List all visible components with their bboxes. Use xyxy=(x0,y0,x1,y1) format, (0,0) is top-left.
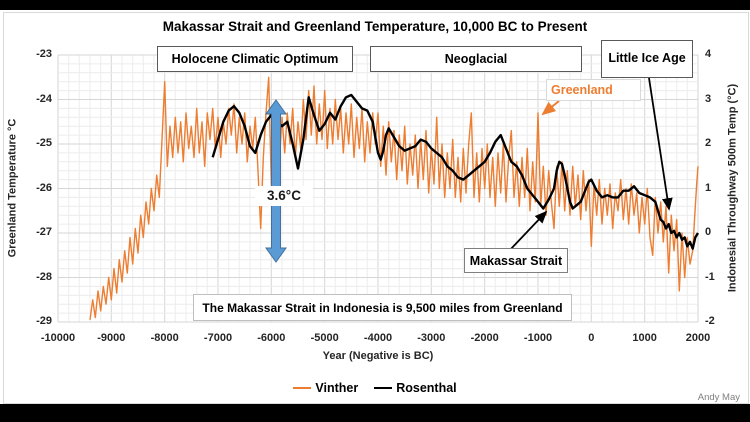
legend-item-vinther: Vinther xyxy=(293,381,358,395)
greenland-series-label: Greenland xyxy=(546,79,641,101)
x-axis-title: Year (Negative is BC) xyxy=(322,350,434,362)
legend: Vinther Rosenthal xyxy=(0,381,750,395)
chart-frame xyxy=(3,12,749,404)
y-tick-label-left: -28 xyxy=(36,270,52,283)
x-tick-label: -6000 xyxy=(257,332,286,344)
vinther-line-swatch xyxy=(293,387,312,389)
makassar-strait-label: Makassar Strait xyxy=(464,248,568,273)
y-tick-label-left: -26 xyxy=(36,181,52,194)
y-tick-label-right: -1 xyxy=(705,270,715,283)
x-tick-label: -2000 xyxy=(470,332,499,344)
y-tick-label-left: -29 xyxy=(36,315,52,327)
author-credit: Andy May xyxy=(697,392,740,403)
x-tick-label: 0 xyxy=(588,332,595,344)
x-tick-label: -9000 xyxy=(97,332,126,344)
y-tick-label-right: -2 xyxy=(705,315,715,327)
holocene-climatic-optimum-label: Holocene Climatic Optimum xyxy=(157,46,353,72)
greenland-series-label-text: Greenland xyxy=(551,83,613,97)
x-tick-label: -5000 xyxy=(310,332,339,344)
x-tick-label: -7000 xyxy=(203,332,233,344)
x-tick-label: 2000 xyxy=(685,332,711,344)
y-tick-label-left: -24 xyxy=(36,92,52,105)
x-tick-label: -1000 xyxy=(523,332,553,344)
x-tick-label: -4000 xyxy=(363,332,393,344)
y-tick-label-right: 1 xyxy=(705,181,712,194)
chart-title: Makassar Strait and Greenland Temperatur… xyxy=(162,19,588,34)
neoglacial-label: Neoglacial xyxy=(370,46,582,72)
rosenthal-legend-label: Rosenthal xyxy=(396,381,457,395)
legend-item-rosenthal: Rosenthal xyxy=(374,381,457,395)
y-tick-label-right: 3 xyxy=(705,92,712,105)
y-tick-label-right: 2 xyxy=(705,137,712,149)
little-ice-age-label: Little Ice Age xyxy=(601,40,693,78)
x-tick-label: 1000 xyxy=(632,332,657,344)
y-tick-label-right: 4 xyxy=(705,48,712,60)
y-tick-label-left: -27 xyxy=(36,226,52,238)
y-tick-label-left: -25 xyxy=(36,137,52,149)
x-tick-label: -3000 xyxy=(417,332,446,344)
y-tick-label-right: 0 xyxy=(705,226,712,238)
x-tick-label: -10000 xyxy=(40,332,76,344)
distance-note: The Makassar Strait in Indonesia is 9,50… xyxy=(193,294,572,321)
delta-3-6c-label: 3.6°C xyxy=(255,186,313,206)
y-tick-label-left: -23 xyxy=(36,48,52,60)
rosenthal-line-swatch xyxy=(374,387,393,389)
x-tick-label: -8000 xyxy=(150,332,179,344)
vinther-legend-label: Vinther xyxy=(315,381,359,395)
